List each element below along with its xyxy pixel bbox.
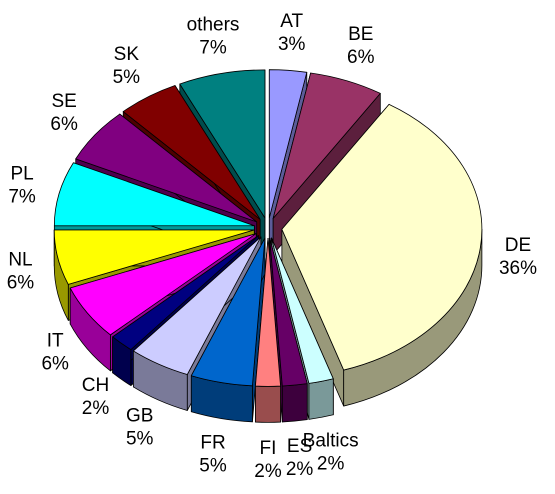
slice-label: Baltics (303, 431, 359, 452)
slice-label: AT (280, 11, 303, 32)
slice-label: others (187, 15, 240, 36)
slice-label: ES (287, 436, 312, 457)
slice-side (281, 383, 308, 423)
slice-value-label: 6% (50, 114, 78, 135)
slice-value-label: 5% (126, 429, 154, 450)
slice-top (112, 235, 259, 350)
slice-value-label: 6% (347, 47, 375, 68)
pie-slice (255, 237, 281, 423)
slice-value-label: 36% (499, 258, 537, 279)
slice-top (53, 162, 255, 227)
slice-label: SK (114, 44, 140, 65)
slice-label: PL (10, 163, 33, 184)
slice-label: FR (200, 432, 225, 453)
slice-top (132, 236, 262, 375)
slice-label: DE (505, 235, 531, 256)
slice-value-label: 2% (286, 459, 314, 480)
slice-label: NL (8, 249, 32, 270)
slice-top (281, 103, 483, 371)
slice-top (190, 237, 266, 387)
slice-value-label: 3% (278, 34, 306, 55)
slice-value-label: 5% (113, 67, 141, 88)
slice-value-label: 7% (199, 38, 227, 59)
slice-top (268, 69, 308, 219)
slice-side (308, 378, 334, 420)
slice-label: BE (348, 24, 373, 45)
slice-value-label: 2% (82, 398, 110, 419)
slice-label: FI (260, 438, 277, 459)
slice-value-label: 7% (8, 186, 36, 207)
slice-label: CH (82, 375, 109, 396)
slice-value-label: 2% (317, 454, 345, 475)
slice-top (269, 237, 308, 387)
slice-top (179, 69, 266, 219)
slice-top (75, 113, 258, 223)
pie-slice (281, 103, 483, 407)
slice-value-label: 5% (199, 455, 227, 476)
pie-slice (190, 237, 266, 423)
slice-value-label: 2% (254, 461, 282, 482)
slice-top (122, 85, 261, 220)
slice-label: GB (126, 406, 153, 427)
slice-value-label: 6% (7, 272, 35, 293)
slice-top (272, 72, 381, 219)
slice-top (255, 237, 281, 387)
slice-top (271, 237, 334, 384)
slice-label: IT (47, 330, 64, 351)
slice-value-label: 6% (41, 353, 69, 374)
slice-top (53, 229, 255, 285)
slice-label: SE (51, 91, 76, 112)
slice-top (69, 233, 257, 336)
slice-side (255, 385, 281, 423)
